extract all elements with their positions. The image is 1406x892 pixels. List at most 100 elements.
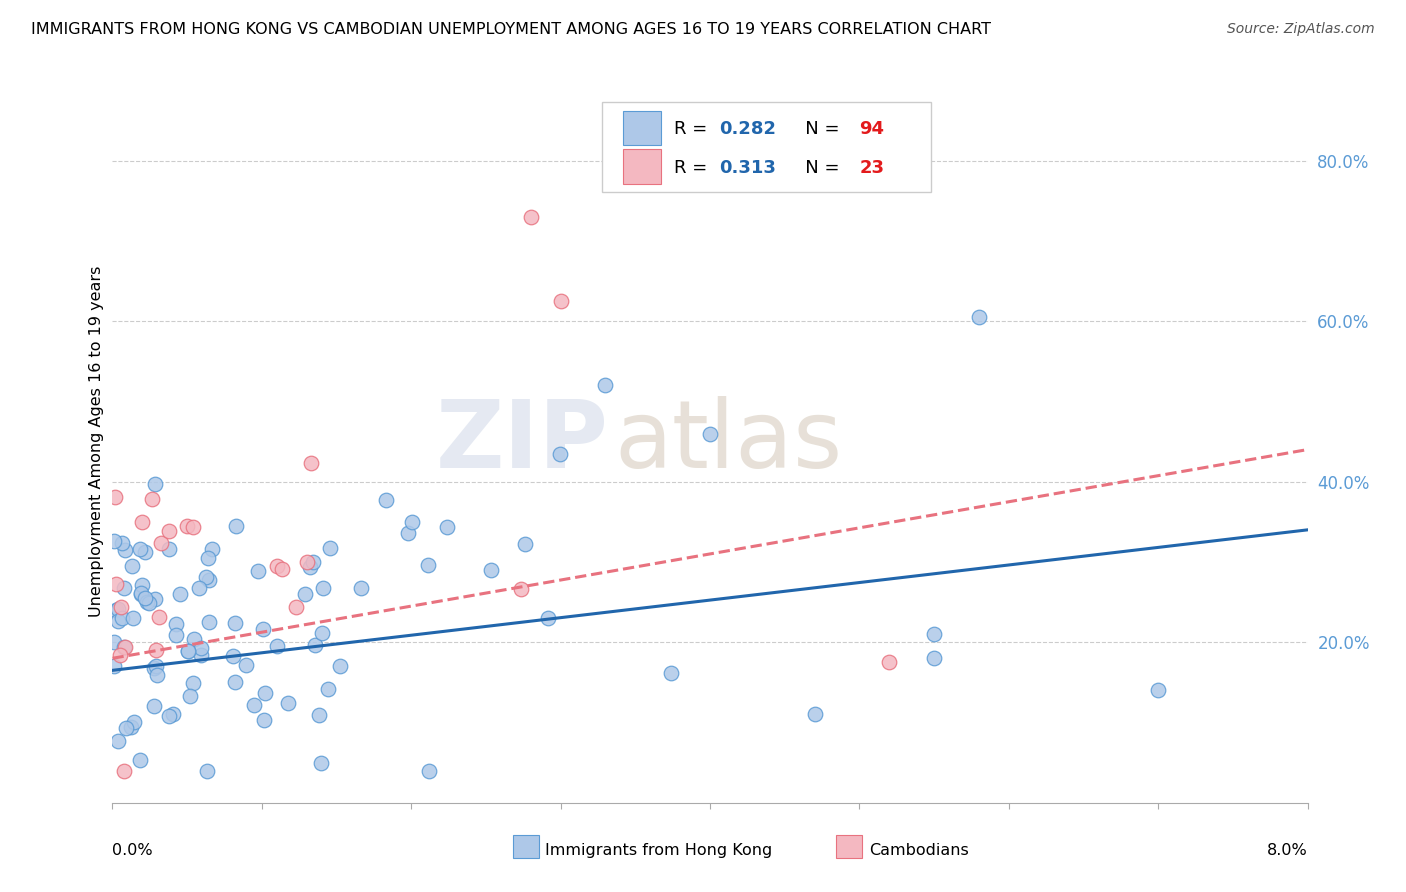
Point <box>107 615 129 629</box>
Text: R =: R = <box>675 159 713 177</box>
Point <box>967 310 990 325</box>
Point <box>114 640 136 654</box>
Point <box>513 537 536 551</box>
Point <box>312 581 335 595</box>
FancyBboxPatch shape <box>513 835 538 858</box>
Point <box>375 493 398 508</box>
Point <box>285 600 308 615</box>
Point <box>699 426 721 441</box>
Point <box>190 648 212 663</box>
Point <box>105 577 128 591</box>
Point <box>124 715 146 730</box>
FancyBboxPatch shape <box>835 835 862 858</box>
Text: N =: N = <box>787 120 845 138</box>
Point <box>243 698 266 712</box>
Point <box>107 602 129 616</box>
Point <box>510 582 533 596</box>
Point <box>190 640 212 655</box>
Point <box>111 611 134 625</box>
Point <box>309 756 332 771</box>
Point <box>271 562 294 576</box>
Point <box>396 525 419 540</box>
Point <box>157 524 180 538</box>
Text: atlas: atlas <box>614 395 842 488</box>
Point <box>114 543 136 558</box>
Point <box>145 643 167 657</box>
Point <box>111 536 134 550</box>
Point <box>316 681 339 696</box>
Point <box>253 686 276 700</box>
Point <box>266 558 288 574</box>
Text: R =: R = <box>675 120 713 138</box>
Point <box>183 632 205 646</box>
Point <box>105 603 128 617</box>
Point <box>298 560 321 574</box>
Point <box>181 520 204 534</box>
Text: 0.0%: 0.0% <box>112 843 153 857</box>
Point <box>114 640 136 655</box>
Point <box>165 628 187 642</box>
Point <box>162 707 184 722</box>
Text: 0.282: 0.282 <box>720 120 776 138</box>
Point <box>131 578 153 592</box>
Point <box>122 611 145 625</box>
Point <box>194 570 217 584</box>
Point <box>922 627 945 641</box>
Point <box>176 518 198 533</box>
Point <box>235 658 257 673</box>
Point <box>247 564 270 578</box>
Point <box>197 573 219 587</box>
Point <box>104 490 127 504</box>
Point <box>141 492 163 507</box>
Point <box>198 615 221 630</box>
Point <box>129 587 152 601</box>
Point <box>520 210 543 224</box>
Point <box>225 519 247 533</box>
Point <box>311 626 333 640</box>
Text: Immigrants from Hong Kong: Immigrants from Hong Kong <box>546 843 772 857</box>
Point <box>165 616 187 631</box>
Point <box>302 555 325 569</box>
Point <box>142 661 165 675</box>
Point <box>295 555 318 569</box>
Point <box>120 720 142 734</box>
Point <box>550 293 572 308</box>
Point <box>299 456 322 470</box>
Point <box>436 519 458 533</box>
Point <box>294 587 316 601</box>
FancyBboxPatch shape <box>623 149 661 184</box>
Text: 8.0%: 8.0% <box>1267 843 1308 857</box>
Point <box>803 707 825 722</box>
Point <box>922 651 945 665</box>
Point <box>134 591 156 606</box>
Point <box>146 668 169 682</box>
Point <box>252 622 274 636</box>
Point <box>318 541 340 555</box>
Point <box>176 644 198 658</box>
Text: ZIP: ZIP <box>436 395 609 488</box>
Point <box>188 581 211 595</box>
Point <box>550 447 572 461</box>
Point <box>350 582 373 596</box>
Point <box>169 587 191 601</box>
Point <box>479 563 502 577</box>
Point <box>253 713 276 727</box>
Point <box>148 609 170 624</box>
Point <box>138 596 160 610</box>
Point <box>103 534 125 549</box>
Point <box>197 550 219 565</box>
Point <box>129 586 152 600</box>
Point <box>659 666 682 681</box>
Point <box>177 644 200 658</box>
Point <box>277 696 299 710</box>
Point <box>145 658 167 673</box>
Point <box>143 591 166 606</box>
Point <box>150 535 173 549</box>
Point <box>179 690 201 704</box>
Point <box>595 378 617 392</box>
Point <box>195 764 218 778</box>
Point <box>329 659 352 673</box>
Point <box>1147 683 1170 698</box>
Text: Source: ZipAtlas.com: Source: ZipAtlas.com <box>1227 22 1375 37</box>
Point <box>129 753 152 767</box>
